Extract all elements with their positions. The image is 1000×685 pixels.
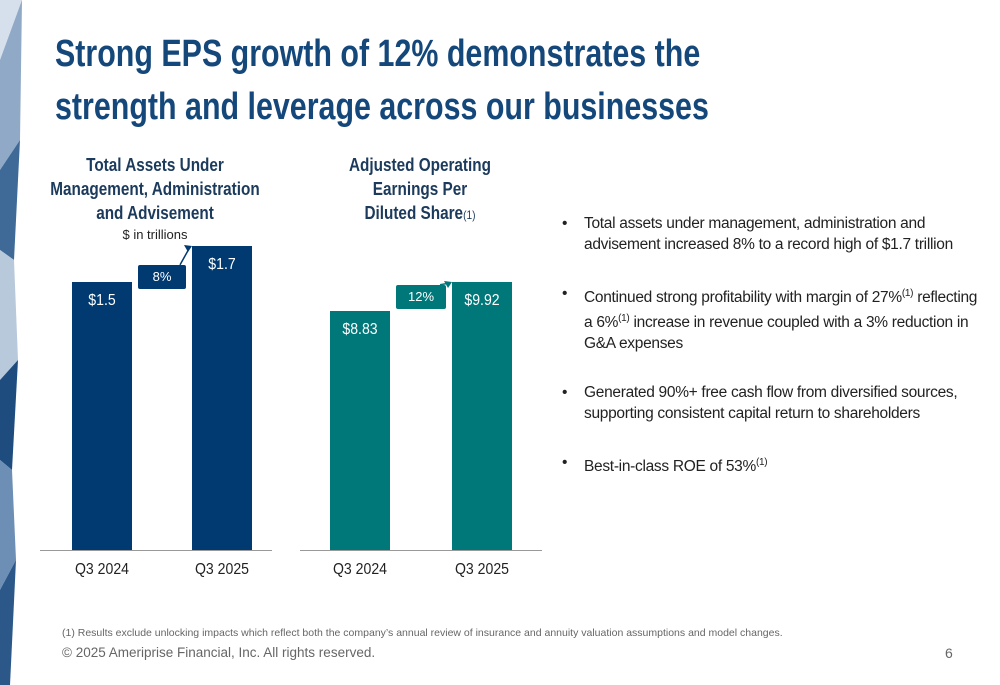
chart-title: Adjusted Operating Earnings Per Diluted … — [348, 153, 493, 227]
arrow-head — [184, 245, 192, 252]
value-label: $1.5 — [88, 291, 116, 309]
bullet: • Continued strong profitability with mar… — [562, 283, 982, 354]
bullet-dot: • — [562, 454, 568, 472]
axis-line — [300, 550, 542, 551]
chart-title-text: Adjusted Operating Earnings Per Diluted … — [349, 155, 491, 223]
footnote: (1) Results exclude unlocking impacts wh… — [62, 627, 783, 639]
superscript: (1) — [901, 288, 914, 299]
chart-title-text: Total Assets Under Management, Administr… — [50, 155, 260, 223]
bullet-text: reflecting a 6% — [584, 289, 978, 332]
bullet: • Total assets under management, administ… — [562, 213, 982, 255]
x-tick-label: Q3 2025 — [454, 561, 510, 578]
bullet-dot: • — [562, 285, 568, 302]
bullet: • Best-in-class ROE of 53%(1) — [562, 452, 982, 477]
superscript: (1) — [755, 457, 768, 469]
bullet-text: Continued strong profitability with marg… — [584, 289, 902, 307]
chart-subtitle: $ in trillions — [122, 227, 188, 242]
bullet-text: Best-in-class ROE of 53% — [584, 458, 756, 476]
bullet-list: • Total assets under management, administ… — [562, 213, 982, 505]
superscript: (1) — [618, 313, 630, 325]
growth-label: 8% — [138, 264, 186, 289]
bar — [330, 311, 390, 550]
arrow-head — [444, 281, 452, 288]
value-label: $1.7 — [208, 256, 236, 273]
bar — [192, 246, 252, 550]
chart-title-note: (1) — [463, 208, 476, 222]
x-tick-label: Q3 2024 — [332, 561, 388, 578]
growth-label: 12% — [396, 284, 446, 309]
chart-title: Total Assets Under Management, Administr… — [40, 153, 270, 225]
axis-line — [40, 550, 272, 551]
slide-title: Strong EPS growth of 12% demonstrates th… — [55, 33, 709, 128]
bullet-text: Generated 90%+ free cash flow from diver… — [584, 384, 958, 423]
bullet-dot: • — [562, 215, 568, 232]
bar — [452, 282, 512, 550]
bullet: • Generated 90%+ free cash flow from dive… — [562, 382, 982, 424]
value-label: $8.83 — [342, 321, 378, 339]
bullet-text: increase in revenue coupled with a 3% re… — [584, 314, 969, 353]
bullet-dot: • — [562, 384, 568, 402]
bullet-text: Total assets under management, administr… — [584, 215, 953, 253]
x-tick-label: Q3 2025 — [194, 561, 250, 578]
value-label: $9.92 — [464, 292, 500, 309]
x-tick-label: Q3 2024 — [74, 561, 130, 578]
bar — [72, 281, 132, 550]
page-number: 6 — [945, 645, 953, 661]
copyright: © 2025 Ameriprise Financial, Inc. All ri… — [62, 645, 376, 660]
